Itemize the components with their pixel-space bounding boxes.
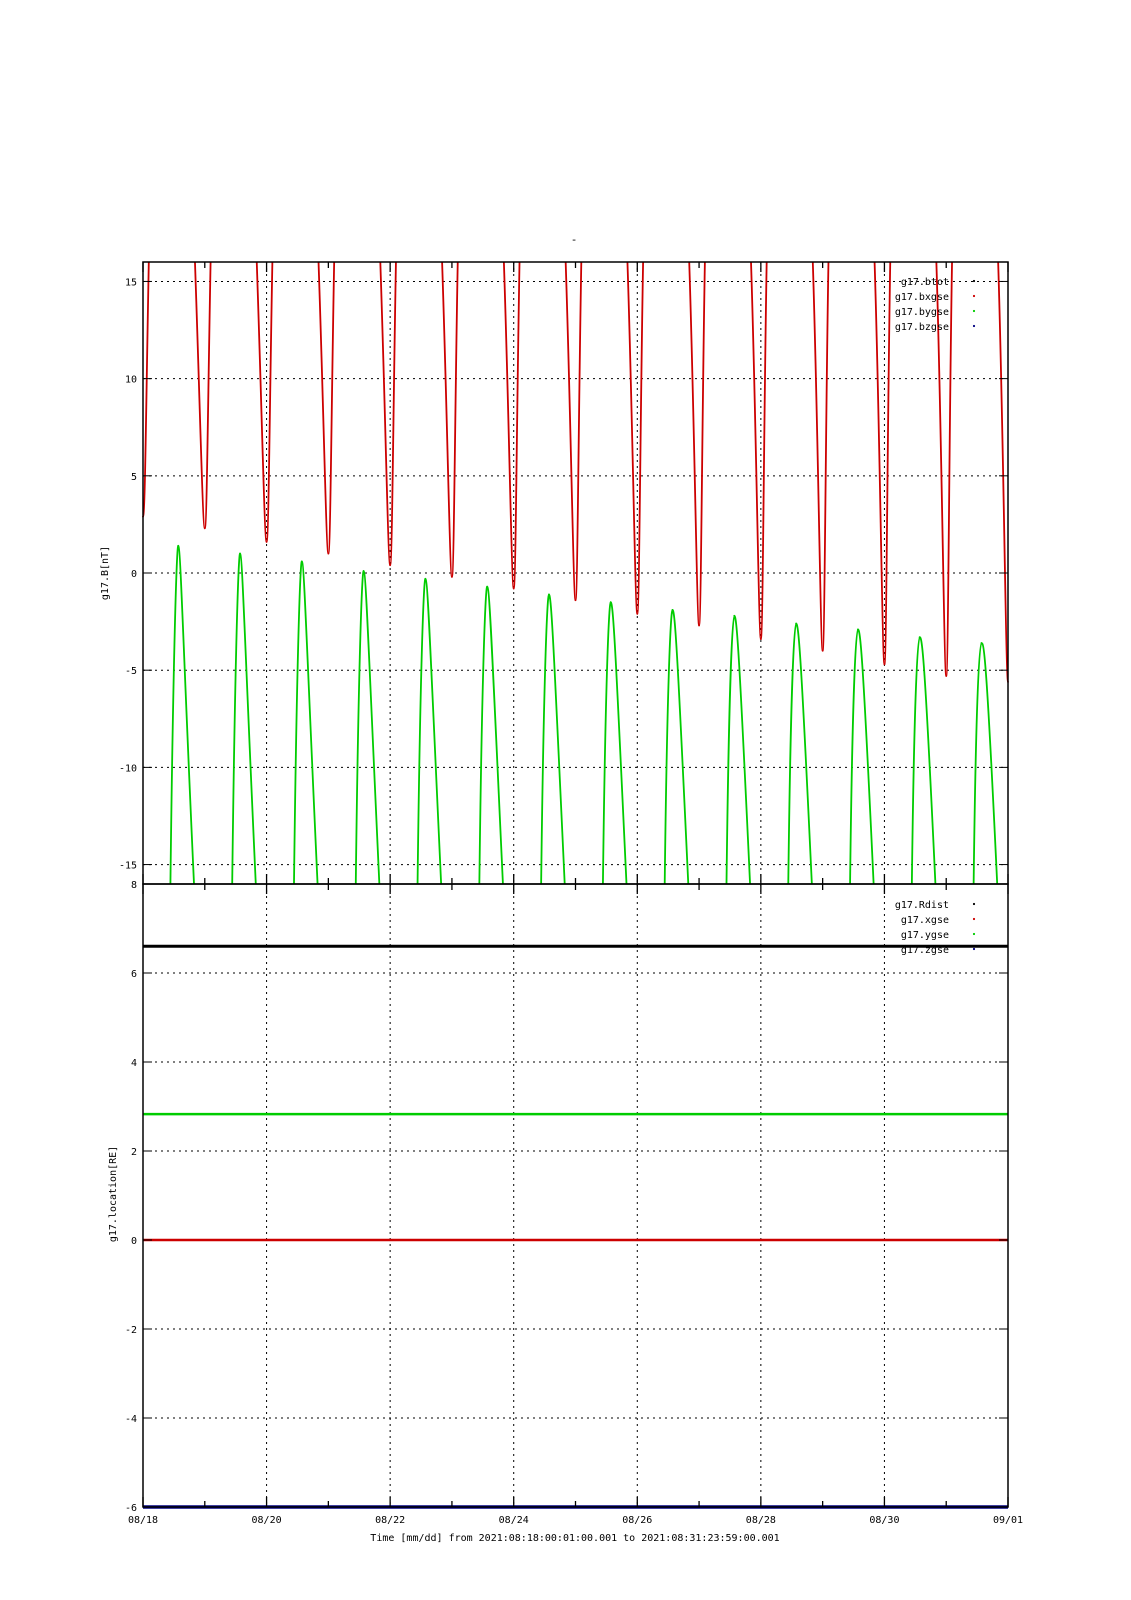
legend-label-xgse: g17.xgse <box>901 915 949 926</box>
chart-title: - <box>571 233 578 246</box>
legend-label-bxgse: g17.bxgse <box>895 292 949 303</box>
bygse-maximum-point <box>177 544 180 547</box>
top-ytick-label: 15 <box>125 277 137 288</box>
x-tick-label: 08/18 <box>128 1515 158 1526</box>
bxgse-minimum-point <box>265 541 268 543</box>
legend-marker-xgse <box>972 917 976 921</box>
x-tick-label: 08/30 <box>869 1515 899 1526</box>
bxgse-minimum-point <box>203 527 206 530</box>
x-tick-label: 08/20 <box>252 1515 282 1526</box>
x-tick-label: 08/26 <box>622 1515 652 1526</box>
legend-label-bygse: g17.bygse <box>895 307 949 318</box>
legend-label-ygse: g17.ygse <box>901 930 949 941</box>
legend-marker-zgse <box>972 947 976 951</box>
bottom-plot-frame <box>142 883 1009 1508</box>
bygse-maximum-point <box>486 585 489 588</box>
top-series <box>142 262 1009 884</box>
top-ytick-label: 10 <box>125 375 137 386</box>
x-tick-label: 09/01 <box>993 1515 1023 1526</box>
bygse-maximum-point <box>239 552 241 555</box>
x-axis-label: Time [mm/dd] from 2021:08:18:00:01:00.00… <box>370 1533 779 1544</box>
bygse-maximum-point <box>300 560 303 563</box>
legend-marker-bygse <box>972 309 976 313</box>
legend-label-rdist: g17.Rdist <box>895 900 949 911</box>
top-grid <box>143 262 1008 884</box>
top-legend: g17.btot g17.bxgse g17.bygse g17.bzgse <box>895 277 976 333</box>
bottom-legend: g17.Rdist g17.xgse g17.ygse g17.zgse <box>895 900 976 956</box>
bygse-maximum-point <box>733 614 736 617</box>
bygse-maximum-point <box>795 622 797 625</box>
top-y-axis-label: g17.B[nT] <box>100 546 111 600</box>
bxgse-minimum-point <box>327 552 330 555</box>
bxgse-minimum-point <box>451 575 453 578</box>
bxgse-minimum-point <box>574 599 577 602</box>
bygse-maximum-point <box>671 609 674 611</box>
bxgse-minimum-point <box>821 649 824 652</box>
bottom-ytick-label: 0 <box>131 1236 137 1247</box>
bottom-ytick-label: 6 <box>131 969 137 980</box>
bxgse-cusp <box>997 262 1008 683</box>
bottom-ytick-label: -6 <box>125 1503 137 1514</box>
bxgse-minimum-point <box>389 564 392 567</box>
bottom-ytick-label: -2 <box>125 1325 137 1336</box>
bottom-ytick-label: 2 <box>131 1147 137 1158</box>
bxgse-minimum-point <box>945 675 948 677</box>
bygse-maximum-point <box>918 636 921 639</box>
bygse-maximum-point <box>856 628 859 631</box>
bxgse-minimum-point <box>698 624 700 627</box>
x-tick-label: 08/22 <box>375 1515 405 1526</box>
top-ytick-label: 0 <box>131 569 137 580</box>
bxgse-minimum-point <box>512 587 515 590</box>
legend-label-bzgse: g17.bzgse <box>895 322 949 333</box>
legend-marker-btot <box>972 279 976 283</box>
top-ytick-label: 5 <box>131 472 137 483</box>
bygse-maximum-point <box>980 642 983 644</box>
bxgse-minimum-point <box>759 638 762 640</box>
bottom-ytick-label: 4 <box>131 1058 137 1069</box>
top-ytick-label: -5 <box>125 666 137 677</box>
bygse-maximum-point <box>609 601 612 604</box>
x-tick-label: 08/24 <box>499 1515 529 1526</box>
bottom-ytick-label: -4 <box>125 1414 137 1425</box>
bygse-maximum-point <box>424 577 427 580</box>
top-ytick-label: -15 <box>119 861 137 872</box>
bxgse-minimum-point <box>883 663 886 666</box>
bygse-maximum-point <box>362 570 365 572</box>
bygse-maximum-point <box>548 593 550 596</box>
legend-marker-bxgse <box>972 294 976 298</box>
top-ytick-label: -10 <box>119 763 137 774</box>
legend-label-btot: g17.btot <box>901 277 949 288</box>
legend-label-zgse: g17.zgse <box>901 945 949 956</box>
bxgse-cusp <box>143 262 150 518</box>
bottom-y-axis-label: g17.location[RE] <box>108 1146 119 1242</box>
legend-marker-bzgse <box>972 324 976 328</box>
location-panel: 8 6 4 2 0 -2 -4 -608/18 08/20 08/22 08/24 08/26 08/2… <box>108 880 1023 1526</box>
bxgse-minimum-point <box>636 612 639 615</box>
bottom-ticks: 8 6 4 2 0 -2 -4 -608/18 08/20 08/22 08/24 08/26 08/2… <box>125 880 1023 1526</box>
bottom-grid <box>143 884 1008 1507</box>
legend-marker-ygse <box>972 932 976 936</box>
bottom-ytick-label: 8 <box>131 880 137 891</box>
x-tick-label: 08/28 <box>746 1515 776 1526</box>
legend-marker-rdist <box>972 902 976 906</box>
